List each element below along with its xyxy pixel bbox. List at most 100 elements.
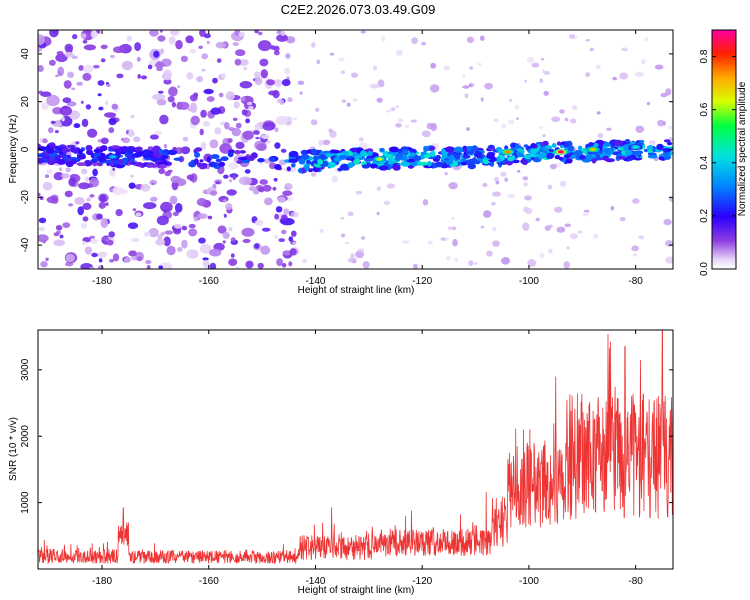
heatmap-noise-cell — [648, 139, 656, 146]
heatmap-noise-cell — [413, 263, 418, 269]
heatmap-noise-cell — [482, 182, 488, 188]
heatmap-noise-cell — [547, 184, 552, 190]
heatmap-noise-cell — [49, 59, 56, 66]
heatmap-noise-cell — [38, 34, 45, 46]
heatmap-noise-cell — [262, 184, 272, 192]
heatmap-noise-cell — [145, 260, 152, 264]
heatmap-signal-cell — [304, 164, 310, 171]
heatmap-noise-cell — [358, 137, 364, 142]
heatmap-noise-cell — [466, 127, 470, 131]
heatmap-noise-cell — [501, 257, 510, 265]
heatmap-signal-cell — [556, 141, 561, 146]
heatmap-noise-cell — [200, 141, 207, 150]
heatmap-noise-cell — [55, 225, 63, 231]
heatmap-noise-cell — [310, 119, 318, 126]
heatmap-noise-cell — [275, 206, 283, 213]
heatmap-noise-cell — [234, 58, 242, 66]
heatmap-noise-cell — [238, 176, 252, 186]
heatmap-signal-cell — [47, 153, 58, 158]
heatmap-noise-cell — [640, 58, 647, 64]
heatmap-noise-cell — [56, 51, 64, 56]
heatmap-noise-cell — [605, 127, 612, 131]
heatmap-noise-cell — [197, 213, 208, 220]
heatmap-noise-cell — [347, 257, 357, 263]
heatmap-x-tick-label: -140 — [305, 276, 325, 287]
heatmap-noise-cell — [473, 262, 478, 265]
heatmap-noise-cell — [422, 199, 429, 206]
heatmap-noise-cell — [98, 106, 104, 111]
heatmap-noise-cell — [215, 41, 226, 49]
heatmap-noise-cell — [163, 69, 172, 81]
heatmap-noise-cell — [188, 228, 198, 237]
heatmap-noise-cell — [98, 258, 103, 263]
heatmap-noise-cell — [260, 69, 268, 79]
heatmap-noise-cell — [97, 251, 107, 258]
heatmap-noise-cell — [527, 56, 535, 64]
heatmap-noise-cell — [390, 107, 396, 112]
heatmap-noise-cell — [631, 245, 639, 252]
heatmap-noise-cell — [254, 243, 260, 249]
heatmap-y-tick-label: -20 — [20, 190, 31, 205]
heatmap-noise-cell — [140, 184, 151, 192]
heatmap-signal-cell — [530, 147, 538, 155]
heatmap-signal-cell — [236, 160, 243, 164]
heatmap-noise-cell — [542, 133, 546, 138]
heatmap-noise-cell — [224, 122, 230, 130]
heatmap-noise-cell — [50, 120, 56, 124]
heatmap-noise-cell — [238, 59, 249, 66]
heatmap-signal-cell — [158, 148, 163, 154]
heatmap-noise-cell — [585, 72, 591, 77]
heatmap-signal-cell — [93, 152, 101, 159]
heatmap-signal-cell — [444, 157, 450, 161]
heatmap-signal-cell — [577, 145, 583, 151]
heatmap-noise-cell — [543, 70, 551, 75]
heatmap-signal-cell — [530, 143, 538, 149]
heatmap-noise-cell — [108, 127, 115, 134]
heatmap-noise-cell — [53, 239, 66, 247]
colorbar-label: Normalized spectral amplitude — [737, 81, 748, 216]
heatmap-noise-cell — [372, 65, 378, 71]
heatmap-noise-cell — [136, 56, 141, 62]
heatmap-noise-cell — [172, 227, 182, 235]
heatmap-noise-cell — [272, 90, 280, 99]
heatmap-noise-cell — [128, 182, 136, 189]
heatmap-peak — [504, 150, 511, 154]
heatmap-signal-cell — [522, 159, 528, 166]
heatmap-noise-cell — [285, 36, 296, 44]
snr-y-axis: 1000 2000 3000 — [20, 358, 673, 514]
heatmap-noise-cell — [551, 116, 561, 123]
heatmap-noise-cell — [128, 130, 135, 137]
heatmap-noise-cell — [541, 69, 545, 73]
heatmap-noise-cell — [62, 97, 72, 104]
heatmap-signal-cell — [56, 158, 66, 165]
heatmap-signal-cell — [389, 146, 399, 153]
heatmap-signal-cell — [86, 149, 93, 155]
heatmap-noise-cell — [635, 125, 645, 133]
heatmap-noise-cell — [188, 223, 196, 229]
heatmap-noise-cell — [186, 71, 194, 80]
heatmap-noise-cell — [257, 262, 264, 269]
heatmap-noise-cell — [217, 58, 222, 63]
heatmap-signal-cell — [658, 156, 664, 161]
heatmap-noise-cell — [492, 227, 497, 232]
heatmap-signal-cell — [488, 144, 495, 149]
heatmap-noise-cell — [166, 245, 176, 256]
heatmap-noise-cell — [570, 118, 577, 124]
heatmap-noise-cell — [287, 97, 293, 103]
heatmap-noise-cell — [167, 96, 175, 103]
heatmap-noise-cell — [100, 217, 109, 229]
heatmap-noise-cell — [540, 58, 545, 61]
heatmap-signal-cell — [591, 157, 597, 164]
heatmap-signal-cell — [146, 163, 154, 167]
heatmap-noise-cell — [241, 227, 255, 237]
heatmap-noise-cell — [495, 181, 500, 185]
heatmap-noise-cell — [177, 85, 181, 88]
snr-x-label: Height of straight line (km) — [298, 585, 415, 596]
heatmap-signal-cell — [352, 155, 362, 159]
heatmap-noise-cell — [40, 91, 52, 97]
snr-x-tick-label: -180 — [92, 576, 112, 587]
heatmap-noise-cell — [128, 250, 137, 257]
heatmap-signal-cell — [172, 147, 177, 151]
heatmap-signal-cell — [445, 146, 455, 153]
heatmap-noise-cell — [209, 139, 219, 149]
